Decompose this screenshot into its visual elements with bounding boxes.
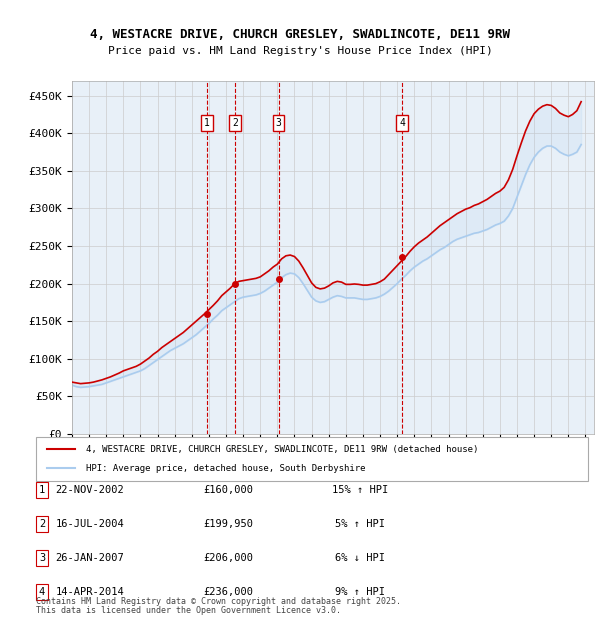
Text: 26-JAN-2007: 26-JAN-2007 xyxy=(56,553,124,563)
Text: 4: 4 xyxy=(399,118,405,128)
Text: 3: 3 xyxy=(39,553,45,563)
Text: 1: 1 xyxy=(39,485,45,495)
Text: 9% ↑ HPI: 9% ↑ HPI xyxy=(335,587,385,597)
Text: 14-APR-2014: 14-APR-2014 xyxy=(56,587,124,597)
Text: £206,000: £206,000 xyxy=(203,553,253,563)
Text: 2: 2 xyxy=(232,118,238,128)
Text: 4, WESTACRE DRIVE, CHURCH GRESLEY, SWADLINCOTE, DE11 9RW: 4, WESTACRE DRIVE, CHURCH GRESLEY, SWADL… xyxy=(90,28,510,41)
Text: 5% ↑ HPI: 5% ↑ HPI xyxy=(335,519,385,529)
Text: 4, WESTACRE DRIVE, CHURCH GRESLEY, SWADLINCOTE, DE11 9RW (detached house): 4, WESTACRE DRIVE, CHURCH GRESLEY, SWADL… xyxy=(86,445,478,454)
Text: 2: 2 xyxy=(39,519,45,529)
Text: 3: 3 xyxy=(275,118,281,128)
Text: 15% ↑ HPI: 15% ↑ HPI xyxy=(332,485,388,495)
Text: 22-NOV-2002: 22-NOV-2002 xyxy=(56,485,124,495)
Text: £236,000: £236,000 xyxy=(203,587,253,597)
Text: 1: 1 xyxy=(204,118,210,128)
Text: Price paid vs. HM Land Registry's House Price Index (HPI): Price paid vs. HM Land Registry's House … xyxy=(107,46,493,56)
Text: 4: 4 xyxy=(39,587,45,597)
Text: This data is licensed under the Open Government Licence v3.0.: This data is licensed under the Open Gov… xyxy=(36,606,341,615)
Text: HPI: Average price, detached house, South Derbyshire: HPI: Average price, detached house, Sout… xyxy=(86,464,365,473)
Text: £199,950: £199,950 xyxy=(203,519,253,529)
Text: 6% ↓ HPI: 6% ↓ HPI xyxy=(335,553,385,563)
Text: 16-JUL-2004: 16-JUL-2004 xyxy=(56,519,124,529)
Text: Contains HM Land Registry data © Crown copyright and database right 2025.: Contains HM Land Registry data © Crown c… xyxy=(36,597,401,606)
Text: £160,000: £160,000 xyxy=(203,485,253,495)
FancyBboxPatch shape xyxy=(36,437,588,480)
